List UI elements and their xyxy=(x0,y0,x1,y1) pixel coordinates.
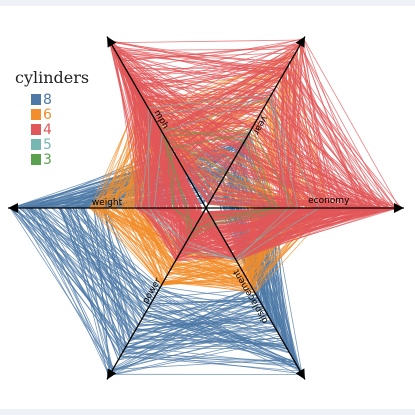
legend-label: 5 xyxy=(43,137,52,153)
legend-swatch xyxy=(31,124,41,135)
axis-economy: economy xyxy=(206,196,404,213)
legend-item: 4 xyxy=(31,122,52,138)
legend-label: 4 xyxy=(43,122,52,138)
axis-line xyxy=(106,36,207,209)
legend-label: 8 xyxy=(43,92,52,108)
axis-line xyxy=(205,36,306,209)
axis-arrowhead xyxy=(8,203,18,213)
legend-item: 5 xyxy=(31,137,52,153)
axis-arrowhead xyxy=(295,368,305,380)
axis-arrowhead xyxy=(107,36,117,48)
axis-label: economy xyxy=(308,196,350,206)
axis-line xyxy=(205,207,306,380)
legend-title: cylinders xyxy=(15,68,89,87)
legend-swatch xyxy=(31,139,41,150)
axis-weight: weight xyxy=(8,198,206,213)
legend-label: 3 xyxy=(43,152,52,168)
legend-swatch xyxy=(31,94,41,105)
axis-arrowhead xyxy=(295,36,305,48)
legend-swatch xyxy=(31,109,41,120)
axis-line xyxy=(106,207,207,380)
legend-item: 8 xyxy=(31,92,52,108)
legend-item: 6 xyxy=(31,107,52,123)
axis-arrowhead xyxy=(107,368,117,380)
series-cylinders-4 xyxy=(107,37,403,262)
legend-label: 6 xyxy=(43,107,52,123)
axis-label: weight xyxy=(92,198,123,208)
legend-item: 3 xyxy=(31,152,52,168)
legend-swatch xyxy=(31,154,41,165)
axis-arrowhead xyxy=(394,203,404,213)
